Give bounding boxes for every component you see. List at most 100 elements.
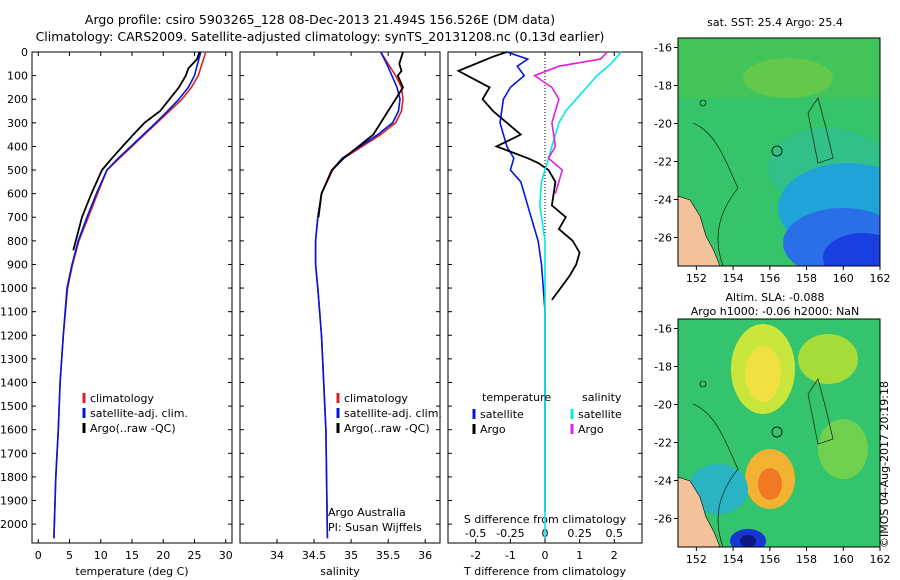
series-line-argo-raw-qc- [317, 51, 405, 218]
map-patch [823, 233, 880, 266]
x-top-tick-label: 0.5 [606, 527, 624, 540]
legend-label: Argo(..raw -QC) [90, 422, 176, 435]
legend-label: Argo(..raw -QC) [344, 422, 430, 435]
legend-label: climatology [90, 392, 154, 405]
y-tick-label: 1800 [0, 471, 28, 484]
y-tick-label: 400 [7, 140, 28, 153]
y-tick-label: 900 [7, 258, 28, 271]
lon-tick-label: 158 [796, 553, 817, 566]
map-patch [798, 334, 858, 384]
y-tick-label: 1100 [0, 306, 28, 319]
x-tick-label: 15 [125, 549, 139, 562]
lat-tick-label: -24 [654, 475, 672, 488]
series-line-argo-raw-qc- [72, 51, 201, 251]
legend-label: satellite [578, 408, 622, 421]
lat-tick-label: -18 [654, 361, 672, 374]
reef-contour [692, 122, 739, 266]
y-tick-label: 800 [7, 235, 28, 248]
x-tick-label: 30 [219, 549, 233, 562]
x-axis-label: temperature (deg C) [75, 565, 188, 578]
lat-tick-label: -20 [654, 399, 672, 412]
lon-tick-label: 154 [723, 272, 744, 285]
y-tick-label: 1000 [0, 282, 28, 295]
legend-label: Argo [578, 423, 604, 436]
legend-label: satellite [480, 408, 524, 421]
x-top-tick-label: 0.25 [567, 527, 592, 540]
series-line-satellite-adj-clim- [53, 51, 202, 539]
lat-tick-label: -24 [654, 194, 672, 207]
title-line-1: Argo profile: csiro 5903265_128 08-Dec-2… [84, 12, 556, 27]
lon-tick-label: 162 [870, 272, 891, 285]
map-bottom-title-2: Argo h1000: -0.06 h2000: NaN [690, 305, 860, 318]
x-tick-label: 0 [542, 549, 549, 562]
map-patch [740, 535, 756, 547]
y-tick-label: 1300 [0, 353, 28, 366]
y-tick-label: 700 [7, 211, 28, 224]
lat-tick-label: -22 [654, 156, 672, 169]
x-tick-label: 35.5 [376, 549, 401, 562]
x-tick-label: 34 [270, 549, 284, 562]
legend-label: satellite-adj. clim. [90, 407, 188, 420]
y-tick-label: 200 [7, 93, 28, 106]
y-tick-label: 1600 [0, 424, 28, 437]
lon-tick-label: 156 [759, 272, 780, 285]
reef-contour [807, 378, 834, 445]
y-tick-label: 100 [7, 70, 28, 83]
x-tick-label: -2 [470, 549, 481, 562]
y-tick-label: 600 [7, 188, 28, 201]
lat-tick-label: -22 [654, 437, 672, 450]
series-line-s-argo [532, 51, 608, 194]
map-patch [743, 58, 833, 98]
reef-contour [692, 403, 739, 547]
x-tick-label: 5 [66, 549, 73, 562]
annotation-line: Argo Australia [328, 506, 406, 519]
x-axis-label: T difference from climatology [463, 565, 626, 578]
map-frame [677, 318, 881, 548]
sla-map [674, 318, 881, 551]
x-top-tick-label: -0.25 [496, 527, 524, 540]
land-polygon [678, 476, 721, 547]
float-position-marker [771, 426, 783, 438]
x-tick-label: 20 [156, 549, 170, 562]
reef-ring [699, 380, 707, 388]
lat-tick-label: -26 [654, 513, 672, 526]
lat-tick-label: -16 [654, 42, 672, 55]
y-tick-label: 1200 [0, 329, 28, 342]
series-line-t-satellite [499, 51, 546, 513]
y-tick-label: 1400 [0, 376, 28, 389]
legend-title: salinity [582, 391, 622, 404]
legend-title: temperature [482, 391, 551, 404]
map-content [678, 38, 880, 266]
y-tick-label: 0 [21, 46, 28, 59]
y-tick-label: 500 [7, 164, 28, 177]
x-axis-label: salinity [320, 565, 360, 578]
y-tick-label: 1500 [0, 400, 28, 413]
y-tick-label: 300 [7, 117, 28, 130]
panel-frame-1 [31, 51, 233, 544]
land-polygon [678, 195, 721, 266]
series-line-satellite-adj-clim- [314, 51, 401, 539]
y-tick-label: 1900 [0, 495, 28, 508]
lon-tick-label: 154 [723, 553, 744, 566]
series-line-t-argo [456, 51, 581, 301]
x-top-tick-label: -0.5 [465, 527, 486, 540]
lon-tick-label: 156 [759, 553, 780, 566]
x-tick-label: 25 [188, 549, 202, 562]
y-tick-label: 1700 [0, 447, 28, 460]
map-top-title: sat. SST: 25.4 Argo: 25.4 [707, 16, 843, 29]
x-tick-label: -1 [505, 549, 516, 562]
map-patch [758, 468, 782, 500]
map-patch [745, 346, 781, 402]
lon-tick-label: 152 [686, 272, 707, 285]
x-tick-label: 0 [35, 549, 42, 562]
lon-tick-label: 152 [686, 553, 707, 566]
lat-tick-label: -16 [654, 323, 672, 336]
annotation-line: PI: Susan Wijffels [328, 521, 422, 534]
legend-label: climatology [344, 392, 408, 405]
lon-tick-label: 158 [796, 272, 817, 285]
reef-contour [807, 97, 834, 164]
lat-tick-label: -26 [654, 232, 672, 245]
lon-tick-label: 162 [870, 553, 891, 566]
legend-label: Argo [480, 423, 506, 436]
x-tick-label: 1 [576, 549, 583, 562]
